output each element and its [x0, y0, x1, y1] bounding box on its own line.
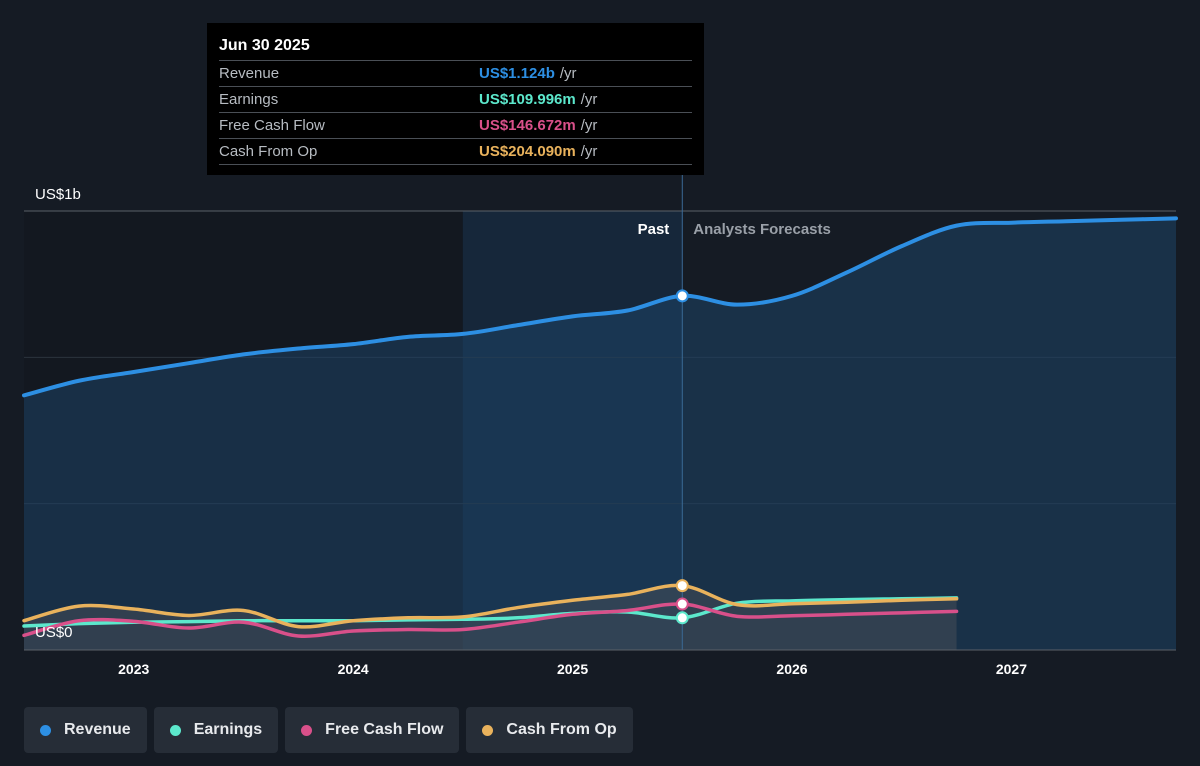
revenue-dot-icon — [40, 724, 51, 736]
tooltip-label: Free Cash Flow — [219, 117, 325, 134]
tooltip-value: US$1.124b — [479, 65, 555, 82]
forecast-label: Analysts Forecasts — [693, 221, 831, 238]
x-tick-label: 2023 — [118, 661, 149, 677]
cash-from-op-dot-icon — [482, 724, 494, 736]
highlight-point — [675, 597, 689, 611]
tooltip-row-earnings: Earnings US$109.996m /yr — [219, 86, 692, 112]
past-label: Past — [638, 221, 670, 238]
legend-item-cash-from-op[interactable]: Cash From Op — [466, 707, 633, 753]
x-tick-label: 2025 — [557, 661, 588, 677]
legend-item-earnings[interactable]: Earnings — [153, 707, 279, 753]
legend-item-revenue[interactable]: Revenue — [24, 707, 147, 753]
tooltip-row-free-cash-flow: Free Cash Flow US$146.672m /yr — [219, 112, 692, 138]
earnings-dot-icon — [169, 724, 181, 736]
series-line-earnings — [22, 596, 959, 628]
highlight-point — [675, 579, 689, 593]
legend-label: Earnings — [193, 721, 263, 738]
x-tick-label: 2024 — [338, 661, 369, 677]
tooltip-label: Cash From Op — [219, 143, 318, 160]
highlight-point — [675, 611, 689, 625]
revenue-area — [24, 218, 1176, 651]
tooltip-date: Jun 30 2025 — [219, 37, 310, 54]
legend-item-free-cash-flow[interactable]: Free Cash Flow — [285, 707, 460, 753]
series-line-free-cash-flow — [22, 602, 959, 638]
x-tick-label: 2026 — [776, 661, 807, 677]
tooltip-unit: /yr — [580, 143, 598, 160]
tooltip-unit: /yr — [559, 65, 577, 82]
tooltip-unit: /yr — [580, 91, 598, 108]
legend: Revenue Earnings Free Cash Flow Cash Fro… — [24, 707, 633, 753]
y-top-label: US$1b — [35, 186, 81, 203]
tooltip-label: Earnings — [219, 91, 279, 108]
legend-label: Free Cash Flow — [325, 721, 444, 738]
tooltip-label: Revenue — [219, 65, 280, 82]
tooltip-unit: /yr — [580, 117, 598, 134]
series-line-revenue — [22, 216, 1178, 398]
tooltip-value: US$204.090m — [479, 143, 576, 160]
free-cash-flow-dot-icon — [301, 724, 313, 736]
legend-label: Revenue — [64, 721, 131, 738]
tooltip-value: US$109.996m — [479, 91, 576, 108]
tooltip-row-revenue: Revenue US$1.124b /yr — [219, 60, 692, 86]
legend-label: Cash From Op — [506, 721, 617, 738]
series-line-cash-from-op — [22, 583, 959, 629]
highlight-point — [675, 289, 689, 303]
tooltip: Jun 30 2025 Revenue US$1.124b /yr Earnin… — [207, 23, 704, 175]
tooltip-row-cash-from-op: Cash From Op US$204.090m /yr — [219, 138, 692, 165]
x-tick-label: 2027 — [996, 661, 1027, 677]
tooltip-value: US$146.672m — [479, 117, 576, 134]
y-bottom-label: US$0 — [35, 624, 73, 641]
